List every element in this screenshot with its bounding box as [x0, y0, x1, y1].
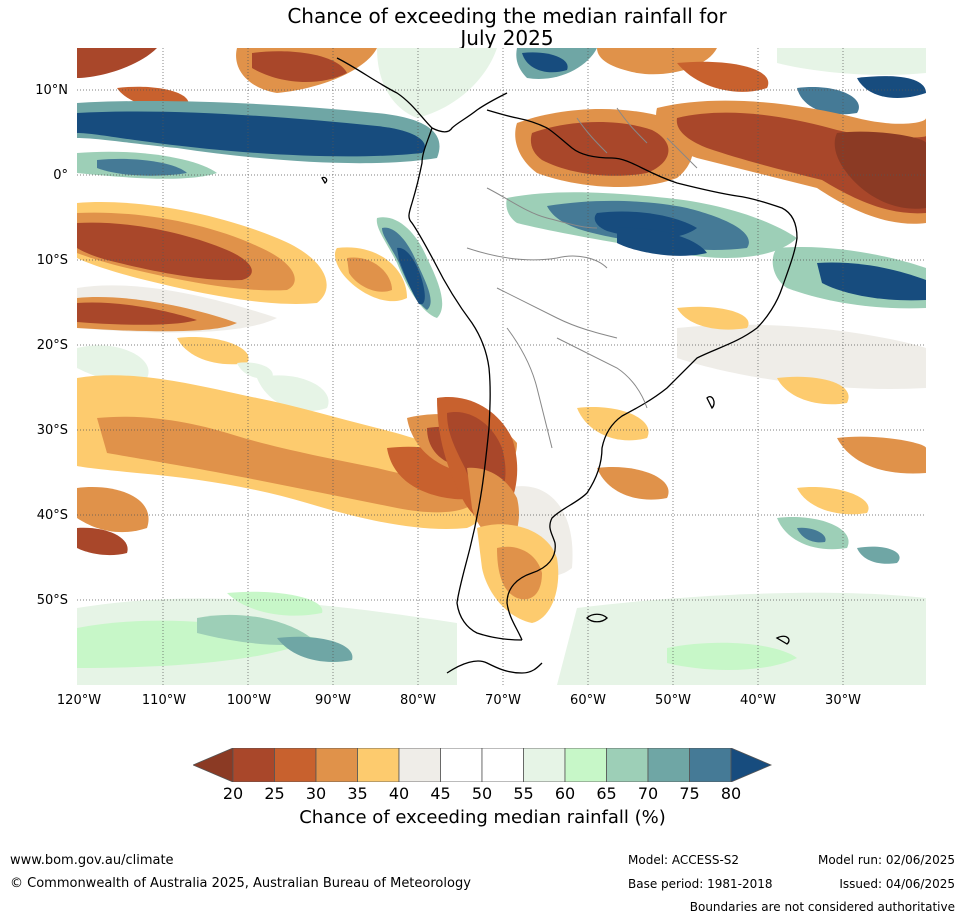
colorbar-tick-label: 70 — [637, 784, 659, 803]
colorbar-extend-high — [730, 748, 773, 782]
colorbar-bin — [357, 748, 400, 782]
colorbar-tick-label: 80 — [720, 784, 742, 803]
colorbar-bin — [523, 748, 566, 782]
lon-label-80w: 80°W — [400, 693, 436, 708]
colorbar-bin — [689, 748, 732, 782]
lon-label-40w: 40°W — [740, 693, 776, 708]
lon-label-110w: 110°W — [141, 693, 187, 708]
colorbar-tick-label: 55 — [513, 784, 534, 803]
coastline — [321, 57, 798, 674]
footer-disclaimer: Boundaries are not considered authoritat… — [689, 900, 955, 914]
footer-copyright: © Commonwealth of Australia 2025, Austra… — [10, 876, 471, 891]
colorbar-tick-label: 40 — [388, 784, 410, 803]
colorbar-tick-label: 75 — [679, 784, 700, 803]
lon-label-60w: 60°W — [570, 693, 606, 708]
colorbar-bin — [315, 748, 358, 782]
lat-label-40s: 40°S — [36, 508, 68, 523]
lon-label-90w: 90°W — [315, 693, 351, 708]
lon-label-50w: 50°W — [655, 693, 691, 708]
footer-model: Model: ACCESS-S2 — [628, 853, 740, 867]
colorbar-extend-low — [193, 748, 234, 782]
colorbar-title: Chance of exceeding median rainfall (%) — [299, 807, 666, 828]
colorbar-bin — [232, 748, 275, 782]
colorbar-tick-label: 50 — [471, 784, 493, 803]
country-borders — [466, 107, 698, 449]
map-title-line-2: July 2025 — [460, 26, 554, 50]
lon-label-120w: 120°W — [56, 693, 102, 708]
colorbar-tick-label: 30 — [305, 784, 327, 803]
graticule — [77, 48, 926, 685]
colorbar-tick-label: 25 — [264, 784, 285, 803]
colorbar-bin — [606, 748, 649, 782]
map-title-line-1: Chance of exceeding the median rainfall … — [287, 4, 727, 28]
colorbar — [193, 748, 773, 782]
colorbar-bin — [481, 748, 524, 782]
lon-label-70w: 70°W — [485, 693, 521, 708]
lon-label-30w: 30°W — [825, 693, 861, 708]
colorbar-bin — [564, 748, 607, 782]
colorbar-tick-label: 20 — [222, 784, 244, 803]
colorbar-bin — [647, 748, 690, 782]
rainfall-probability-map — [77, 48, 926, 685]
lat-label-20s: 20°S — [36, 338, 68, 353]
lat-label-0: 0° — [53, 168, 68, 183]
colorbar-bin — [440, 748, 483, 782]
lat-label-50s: 50°S — [36, 593, 68, 608]
lat-label-30s: 30°S — [36, 423, 68, 438]
footer-base-period: Base period: 1981-2018 — [628, 877, 773, 891]
colorbar-tick-label: 60 — [554, 784, 576, 803]
colorbar-bin — [398, 748, 441, 782]
lat-label-10s: 10°S — [36, 253, 68, 268]
colorbar-tick-label: 35 — [347, 784, 368, 803]
footer-model-run: Model run: 02/06/2025 — [817, 853, 955, 867]
footer-website: www.bom.gov.au/climate — [10, 853, 174, 868]
lat-label-10n: 10°N — [35, 83, 68, 98]
colorbar-bin — [274, 748, 317, 782]
lon-label-100w: 100°W — [226, 693, 272, 708]
colorbar-tick-label: 65 — [596, 784, 617, 803]
probability-field — [77, 48, 926, 685]
colorbar-tick-label: 45 — [430, 784, 451, 803]
footer-issued: Issued: 04/06/2025 — [839, 877, 955, 891]
